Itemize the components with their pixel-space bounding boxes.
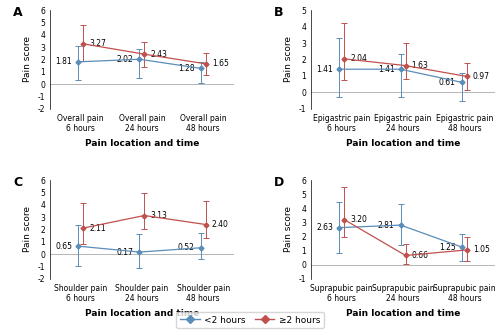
Text: B: B — [274, 6, 284, 19]
X-axis label: Pain location and time: Pain location and time — [85, 139, 199, 148]
Text: 2.43: 2.43 — [150, 50, 168, 59]
Text: 1.28: 1.28 — [178, 64, 194, 73]
Text: D: D — [274, 176, 284, 189]
Text: 1.41: 1.41 — [316, 65, 333, 74]
Y-axis label: Pain score: Pain score — [23, 206, 32, 252]
Text: 2.04: 2.04 — [350, 54, 367, 63]
Y-axis label: Pain score: Pain score — [284, 206, 293, 252]
Y-axis label: Pain score: Pain score — [284, 37, 293, 83]
Y-axis label: Pain score: Pain score — [23, 37, 32, 83]
Text: 2.11: 2.11 — [89, 224, 106, 233]
Text: 3.27: 3.27 — [89, 39, 106, 48]
Text: 3.13: 3.13 — [150, 211, 168, 220]
Text: 2.02: 2.02 — [116, 55, 134, 64]
Text: 1.65: 1.65 — [212, 59, 228, 68]
Text: 0.17: 0.17 — [116, 248, 134, 257]
Text: 3.20: 3.20 — [350, 215, 367, 224]
Text: C: C — [13, 176, 22, 189]
Text: 2.81: 2.81 — [378, 221, 394, 229]
X-axis label: Pain location and time: Pain location and time — [346, 139, 460, 148]
Text: 1.25: 1.25 — [439, 243, 456, 252]
Text: 0.61: 0.61 — [439, 78, 456, 87]
Text: 1.63: 1.63 — [412, 61, 428, 70]
Text: 2.63: 2.63 — [316, 223, 333, 232]
Text: 0.97: 0.97 — [473, 72, 490, 81]
Text: A: A — [13, 6, 23, 19]
Text: 1.05: 1.05 — [473, 245, 490, 254]
Text: 1.41: 1.41 — [378, 65, 394, 74]
Text: 0.65: 0.65 — [55, 242, 72, 251]
Text: 2.40: 2.40 — [212, 220, 228, 229]
X-axis label: Pain location and time: Pain location and time — [85, 309, 199, 318]
Text: 1.81: 1.81 — [56, 57, 72, 66]
Text: 0.66: 0.66 — [412, 251, 428, 260]
Text: 0.52: 0.52 — [178, 243, 194, 252]
Legend: <2 hours, ≥2 hours: <2 hours, ≥2 hours — [176, 312, 324, 328]
X-axis label: Pain location and time: Pain location and time — [346, 309, 460, 318]
